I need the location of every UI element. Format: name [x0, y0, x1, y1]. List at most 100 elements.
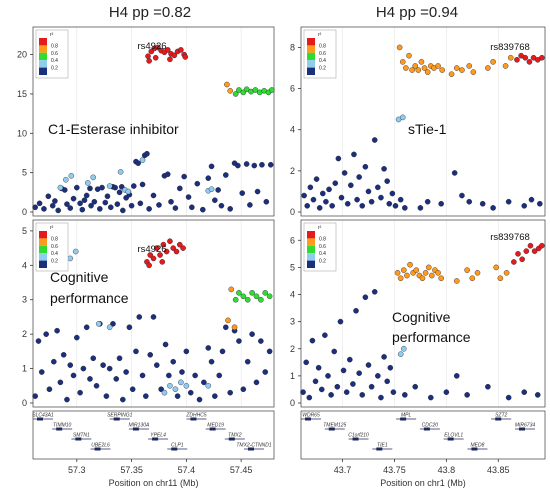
snp-point	[474, 270, 481, 276]
snp-point	[493, 264, 500, 271]
snp-point	[267, 161, 274, 168]
snp-point	[146, 206, 152, 212]
snp-point	[425, 264, 432, 271]
snp-point	[196, 396, 203, 403]
gene-track-frame	[300, 410, 546, 460]
snp-point	[170, 358, 177, 365]
snp-point	[326, 186, 332, 193]
snp-point	[412, 383, 419, 390]
snp-point	[54, 327, 60, 334]
snp-point	[424, 69, 431, 75]
left-column-title: H4 pp =0.82	[109, 4, 191, 21]
snp-point	[38, 369, 45, 375]
snp-point	[180, 245, 186, 251]
snp-point	[224, 81, 230, 88]
snp-point	[147, 252, 154, 258]
gene-exon	[376, 447, 383, 451]
snp-point	[222, 172, 229, 178]
snp-point	[90, 355, 97, 362]
legend-title: r²	[50, 225, 54, 231]
snp-point	[79, 206, 86, 213]
snp-point	[150, 192, 157, 199]
snp-point	[51, 358, 57, 365]
y-tick-label: 1	[290, 371, 295, 381]
snp-point	[187, 389, 194, 396]
snp-point	[97, 206, 103, 212]
snp-point	[143, 393, 149, 399]
snp-point	[74, 334, 80, 341]
x-tick-label: 57.3	[68, 465, 86, 475]
gene-label: TIE1	[377, 443, 388, 449]
snp-point	[227, 206, 233, 212]
snp-point	[470, 69, 477, 75]
snp-point	[57, 184, 64, 191]
y-tick-label: 2	[22, 329, 27, 339]
legend-swatch	[39, 260, 47, 268]
snp-point	[303, 359, 309, 366]
gene-exon	[152, 437, 159, 441]
snp-point	[318, 386, 325, 393]
legend-swatch	[307, 260, 315, 268]
gene-label: MIR6734	[515, 423, 536, 429]
snp-point	[90, 174, 97, 181]
snp-point	[137, 200, 144, 207]
snp-point	[70, 372, 77, 379]
snp-point	[402, 392, 408, 398]
snp-point	[113, 376, 120, 382]
snp-point	[52, 198, 58, 204]
snp-point	[106, 324, 113, 331]
snp-point	[243, 86, 250, 93]
x-tick-label: 43.7	[334, 465, 352, 475]
snp-point	[301, 192, 307, 199]
snp-point	[258, 338, 264, 344]
snp-point	[427, 394, 434, 401]
snp-point	[375, 184, 381, 191]
snp-point	[316, 205, 323, 211]
snp-point	[417, 205, 424, 211]
snp-point	[106, 183, 113, 189]
gene-label: ZDHHC5	[185, 413, 206, 419]
panel-1: 0 5 10 15 20 r² 0.8 0.60.4 0.2 rs4926 C1-Esterase …	[17, 26, 275, 217]
snp-point	[371, 137, 378, 143]
y-tick-label: 5	[290, 262, 295, 272]
snp-point	[157, 252, 163, 258]
snp-point	[91, 198, 98, 205]
legend-swatch	[307, 67, 315, 75]
snp-point	[422, 270, 429, 276]
snp-point	[397, 196, 404, 203]
snp-point	[453, 65, 460, 71]
snp-point	[150, 255, 157, 262]
trait-annotation: performance	[50, 290, 129, 306]
snp-point	[35, 338, 42, 344]
snp-point	[351, 151, 357, 158]
gene-exon	[171, 447, 178, 451]
snp-point	[99, 184, 105, 191]
snp-point	[227, 389, 233, 396]
snp-point	[156, 202, 162, 208]
gene-exon	[305, 417, 311, 421]
snp-point	[104, 193, 111, 200]
legend-tick: 0.8	[319, 236, 326, 242]
lead-snp-label: rs839768	[490, 232, 530, 243]
snp-point	[212, 393, 218, 399]
snp-point	[159, 259, 166, 265]
snp-point	[32, 204, 38, 211]
plot-frame	[300, 219, 546, 408]
snp-point	[539, 242, 545, 249]
snp-point	[139, 181, 146, 188]
snp-point	[135, 160, 141, 167]
snp-point	[110, 321, 116, 327]
snp-point	[415, 67, 422, 73]
snp-point	[310, 196, 317, 203]
legend-tick: 0.4	[319, 251, 326, 257]
snp-point	[451, 170, 458, 176]
snp-point	[439, 67, 446, 73]
snp-point	[384, 178, 390, 184]
lead-snp-label: rs4926	[137, 244, 166, 255]
snp-point	[205, 382, 212, 389]
snp-point	[178, 47, 184, 53]
snp-point	[418, 59, 425, 65]
x-tick-label: 57.35	[120, 465, 143, 475]
gene-exon	[519, 427, 525, 431]
x-tick-label: 43.75	[383, 465, 406, 475]
